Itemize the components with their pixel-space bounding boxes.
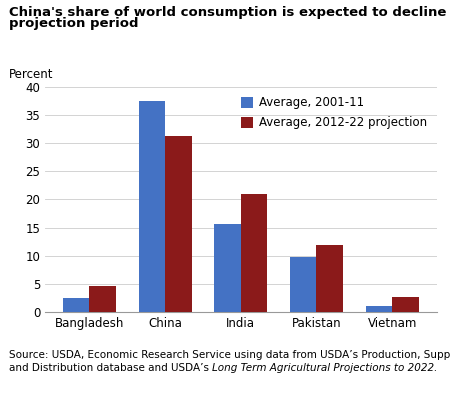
Bar: [165, 136, 192, 312]
Text: Percent: Percent: [9, 68, 54, 81]
Text: China's share of world consumption is expected to decline in the baseline: China's share of world consumption is ex…: [9, 6, 450, 19]
Bar: [366, 306, 392, 312]
Bar: [89, 286, 116, 312]
Text: Source: USDA, Economic Research Service using data from USDA’s Production, Suppl: Source: USDA, Economic Research Service …: [9, 350, 450, 359]
Text: and Distribution database and USDA’s: and Distribution database and USDA’s: [9, 363, 212, 372]
Text: Long Term Agricultural Projections to 2022.: Long Term Agricultural Projections to 20…: [212, 363, 437, 372]
Bar: [392, 297, 418, 312]
Bar: [214, 224, 241, 312]
Bar: [316, 245, 343, 312]
Text: projection period: projection period: [9, 17, 139, 30]
Legend: Average, 2001-11, Average, 2012-22 projection: Average, 2001-11, Average, 2012-22 proje…: [238, 93, 431, 133]
Bar: [241, 194, 267, 312]
Bar: [63, 298, 89, 312]
Bar: [290, 257, 316, 312]
Bar: [139, 101, 165, 312]
